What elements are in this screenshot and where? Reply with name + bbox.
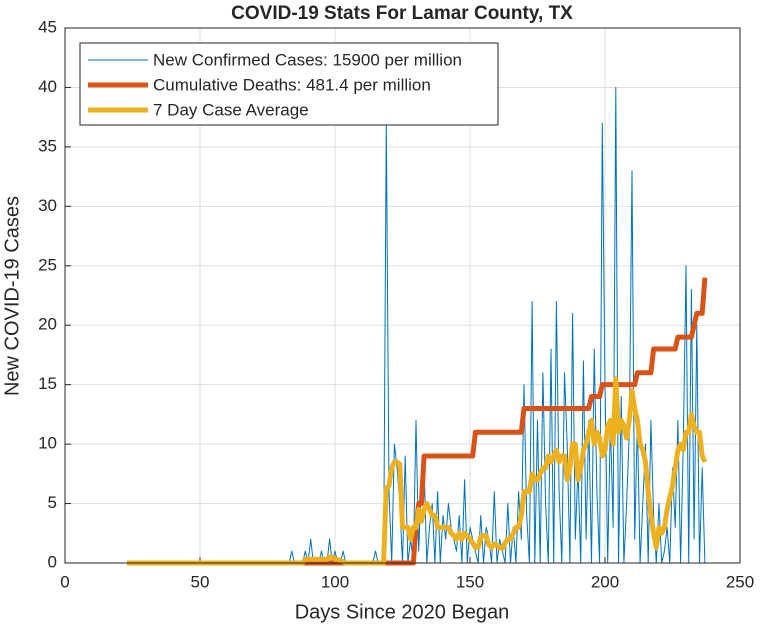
y-tick-label: 0 (48, 552, 57, 571)
x-tick-label: 50 (191, 572, 210, 591)
x-tick-label: 200 (591, 572, 619, 591)
y-tick-label: 45 (38, 17, 57, 36)
legend-label: New Confirmed Cases: 15900 per million (153, 50, 462, 69)
y-axis-label: New COVID-19 Cases (1, 196, 23, 396)
legend-box (79, 42, 499, 126)
y-tick-label: 25 (38, 255, 57, 274)
y-tick-label: 5 (48, 493, 57, 512)
y-tick-label: 20 (38, 315, 57, 334)
x-axis-label: Days Since 2020 Began (295, 601, 510, 623)
y-tick-label: 40 (38, 77, 57, 96)
x-tick-label: 0 (60, 572, 69, 591)
legend-label: 7 Day Case Average (153, 100, 309, 119)
y-tick-label: 15 (38, 374, 57, 393)
y-tick-label: 35 (38, 136, 57, 155)
y-tick-label: 10 (38, 434, 57, 453)
x-tick-label: 150 (456, 572, 484, 591)
x-tick-label: 100 (321, 572, 349, 591)
x-tick-label: 250 (726, 572, 754, 591)
axes-box (64, 27, 741, 564)
chart-title: COVID-19 Stats For Lamar County, TX (231, 3, 573, 24)
legend-label: Cumulative Deaths: 481.4 per million (153, 75, 431, 94)
y-tick-label: 30 (38, 196, 57, 215)
